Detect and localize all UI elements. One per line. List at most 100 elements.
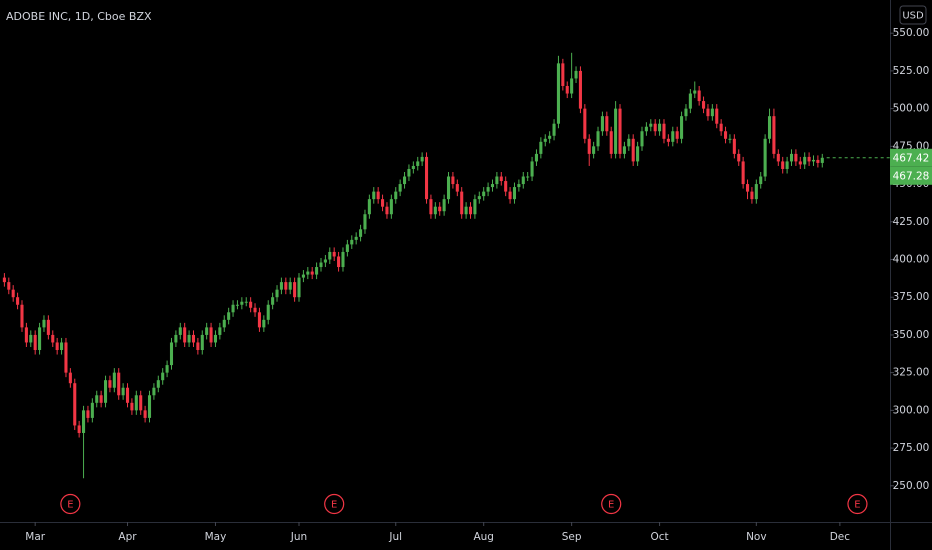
candle-body [556,63,560,124]
candle-body [7,282,11,290]
candle-body [367,199,371,215]
candle-body [196,342,200,351]
y-tick-label: 400.00 [893,253,930,265]
candle-body [125,387,130,403]
candle-body [662,123,666,139]
candle-body [345,244,349,252]
chart-title: ADOBE INC, 1D, Cboe BZX [6,10,152,23]
candle-body [767,116,772,139]
candle-body [227,312,231,320]
candle-body [614,108,618,154]
candle-body [570,78,574,94]
candle-body [191,334,196,343]
candle-body [64,342,68,373]
price-label: 467.42 [893,152,930,164]
earnings-marker [847,493,868,515]
y-tick-label: 350.00 [893,329,930,341]
candle-body [477,196,481,200]
candle-body [521,176,525,185]
candle-body [16,297,20,305]
candle-body [244,301,248,303]
candle-body [398,184,402,192]
candle-body [376,191,380,200]
candle-body [512,187,517,200]
x-tick-label: May [205,531,227,543]
candle-body [231,304,235,313]
candle-body [372,191,376,200]
candle-body [222,319,226,328]
candle-body [249,301,253,308]
y-tick-label: 325.00 [893,367,930,379]
candle-body [174,334,178,343]
candle-body [200,334,204,351]
candle-body [169,342,174,366]
candle-body [741,161,745,185]
candle-body [337,256,341,268]
x-tick-label: Oct [651,531,669,543]
candle-body [209,327,213,343]
candle-body [306,271,310,275]
candle-body [363,214,367,230]
candle-body [820,157,824,163]
candle-body [33,334,37,351]
candle-body [213,334,218,343]
candle-body [156,380,160,388]
earnings-label: E [608,500,614,511]
candle-body [539,141,543,154]
candle-body [605,116,609,132]
candle-body [411,165,415,169]
candle-body [803,156,807,165]
candle-body [323,259,327,263]
candle-body [354,236,358,240]
candle-body [451,176,455,185]
candle-body [90,402,94,418]
y-tick-label: 425.00 [893,216,930,228]
candle-body [675,131,679,139]
candle-body [745,184,750,192]
candle-body [763,138,767,177]
candle-body [666,138,670,142]
candle-body [424,156,429,200]
candle-body [574,70,578,79]
candle-body [438,206,442,212]
candle-body [618,108,622,154]
candle-body [20,304,24,328]
y-tick-label: 250.00 [893,480,930,492]
x-tick-label: Dec [830,531,851,543]
candle-body [117,372,121,396]
candle-body [235,304,239,306]
candle-body [596,131,600,147]
candle-body [508,191,512,200]
candle-body [468,206,473,215]
candle-body [640,131,644,147]
y-tick-label: 550.00 [893,27,930,39]
price-label: 467.28 [893,170,930,182]
currency-label[interactable]: USD [902,11,924,22]
candle-body [310,271,314,275]
x-tick-label: Nov [746,531,767,543]
y-tick-label: 500.00 [893,103,930,115]
candle-body [816,159,820,163]
candle-body [486,187,490,192]
candle-body [811,159,816,162]
plot-area [2,52,824,479]
candle-body [583,108,587,139]
candle-body [636,146,640,162]
candle-body [517,184,521,188]
candle-body [359,229,363,237]
candle-body [68,372,72,384]
candle-body [350,239,354,245]
candle-body [103,380,108,403]
candle-body [504,181,508,192]
candle-body [11,289,15,298]
currency-box[interactable] [899,5,927,25]
candle-body [644,126,648,132]
candle-body [653,123,657,132]
candle-body [671,131,675,142]
candle-body [728,138,732,140]
candle-body [455,184,459,192]
candle-body [702,101,706,109]
candle-body [759,176,763,185]
